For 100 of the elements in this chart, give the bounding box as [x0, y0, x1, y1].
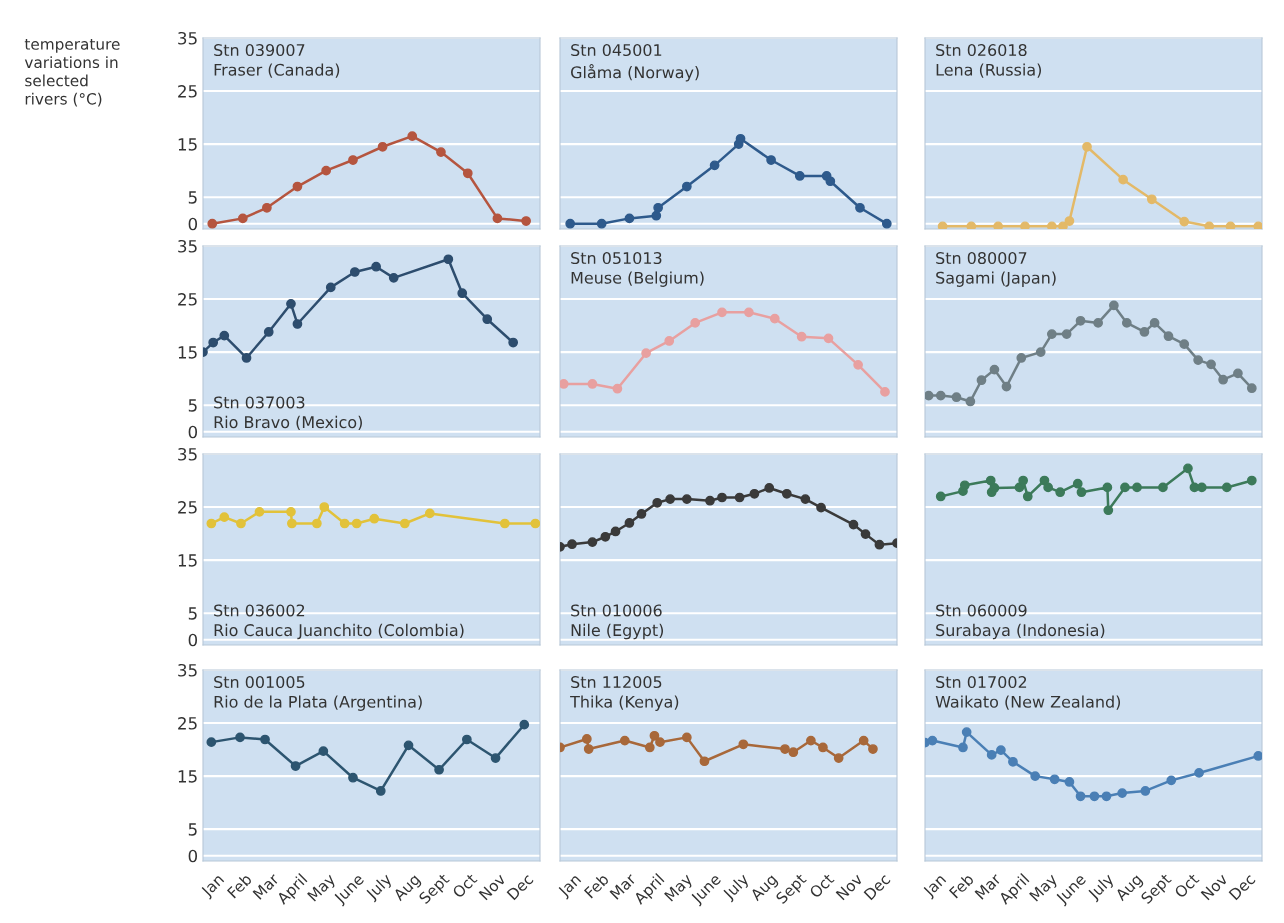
- point: [1049, 774, 1060, 785]
- point: [1020, 221, 1030, 229]
- point: [1093, 318, 1103, 328]
- point: [937, 221, 948, 229]
- point: [530, 518, 540, 529]
- point: [424, 508, 435, 519]
- point: [581, 734, 592, 744]
- point: [705, 495, 715, 506]
- point: [624, 213, 635, 224]
- point: [749, 488, 760, 499]
- y-tick-label: 25: [178, 501, 197, 514]
- point: [649, 730, 660, 741]
- point: [935, 491, 946, 502]
- point: [321, 165, 331, 176]
- point: [1193, 355, 1203, 365]
- point: [482, 314, 493, 325]
- point: [1022, 491, 1033, 502]
- point: [855, 202, 865, 213]
- point: [1055, 487, 1066, 498]
- point: [925, 390, 934, 401]
- x-tick-label: Dec: [506, 873, 534, 901]
- point: [985, 475, 996, 486]
- text: Stn 051013 Meuse (Belgium): [571, 252, 704, 287]
- point: [961, 727, 972, 737]
- point: [208, 337, 219, 348]
- x-tick-label: Feb: [948, 872, 975, 899]
- point: [1218, 374, 1228, 385]
- point: [653, 202, 663, 213]
- point: [1132, 482, 1142, 493]
- point: [619, 735, 630, 746]
- point: [927, 735, 938, 746]
- x-tick-label: Dec: [1228, 873, 1256, 901]
- point: [717, 307, 727, 318]
- point: [290, 761, 301, 771]
- point: [1030, 771, 1041, 781]
- x-tick-label: Feb: [226, 872, 253, 899]
- x-tick-label: Feb: [583, 872, 610, 899]
- y-axis-title: temperature variations in selected rivers (°C): [24, 38, 120, 107]
- point: [371, 261, 381, 272]
- point: [349, 267, 360, 277]
- point: [816, 502, 826, 513]
- point: [1204, 221, 1215, 229]
- point: [436, 147, 446, 157]
- point: [993, 221, 1004, 229]
- point: [492, 213, 503, 224]
- x-tick-label: Dec: [863, 873, 891, 901]
- point: [612, 383, 623, 394]
- text: Stn 017002 Waikato (New Zealand): [935, 676, 1121, 710]
- point: [292, 319, 303, 329]
- point: [499, 518, 510, 529]
- point: [351, 518, 362, 529]
- point: [1058, 221, 1068, 229]
- y-tick-label: 25: [178, 293, 197, 306]
- point: [788, 747, 799, 758]
- point: [375, 786, 386, 796]
- text: Stn 039007 Fraser (Canada): [214, 44, 340, 78]
- point: [800, 494, 811, 504]
- text: Stn 112005 Thika (Kenya): [570, 676, 679, 711]
- point: [976, 375, 987, 386]
- point: [1001, 381, 1012, 392]
- point: [796, 331, 807, 342]
- point: [1016, 353, 1027, 363]
- point: [1233, 368, 1243, 379]
- point: [318, 746, 329, 757]
- point: [874, 539, 885, 550]
- point: [853, 359, 863, 370]
- text: Stn 060009 Surabaya (Indonesia): [936, 604, 1105, 640]
- text: Stn 010006 Nile (Egypt): [571, 604, 664, 640]
- point: [292, 181, 303, 192]
- point: [738, 739, 749, 750]
- point: [860, 529, 871, 539]
- y-tick-label: 15: [178, 138, 197, 151]
- point: [989, 364, 1000, 375]
- point: [744, 307, 754, 318]
- text: Stn 001005 Rio de la Plata (Argentina): [214, 676, 422, 711]
- point: [818, 742, 828, 753]
- point: [764, 483, 775, 493]
- point: [521, 216, 531, 226]
- point: [1075, 791, 1086, 802]
- point: [794, 171, 805, 181]
- point: [1246, 383, 1257, 394]
- point: [681, 181, 692, 192]
- y-tick-label: 35: [178, 663, 197, 677]
- point: [989, 483, 1000, 493]
- point: [1061, 329, 1072, 339]
- point: [254, 506, 265, 517]
- x-tick-label: Oct: [451, 872, 478, 899]
- point: [434, 764, 444, 775]
- y-tick-label: 35: [178, 31, 197, 45]
- point: [709, 160, 720, 171]
- point: [868, 744, 878, 754]
- point: [339, 518, 350, 529]
- x-tick-label: Nov: [1200, 872, 1229, 901]
- text: Stn 037003 Rio Bravo (Mexico): [214, 396, 362, 431]
- point: [1008, 756, 1018, 767]
- point: [1120, 482, 1130, 493]
- y-tick-label: 35: [178, 447, 197, 461]
- point: [388, 272, 399, 283]
- point: [699, 756, 710, 767]
- x-tick-label: Nov: [478, 872, 507, 901]
